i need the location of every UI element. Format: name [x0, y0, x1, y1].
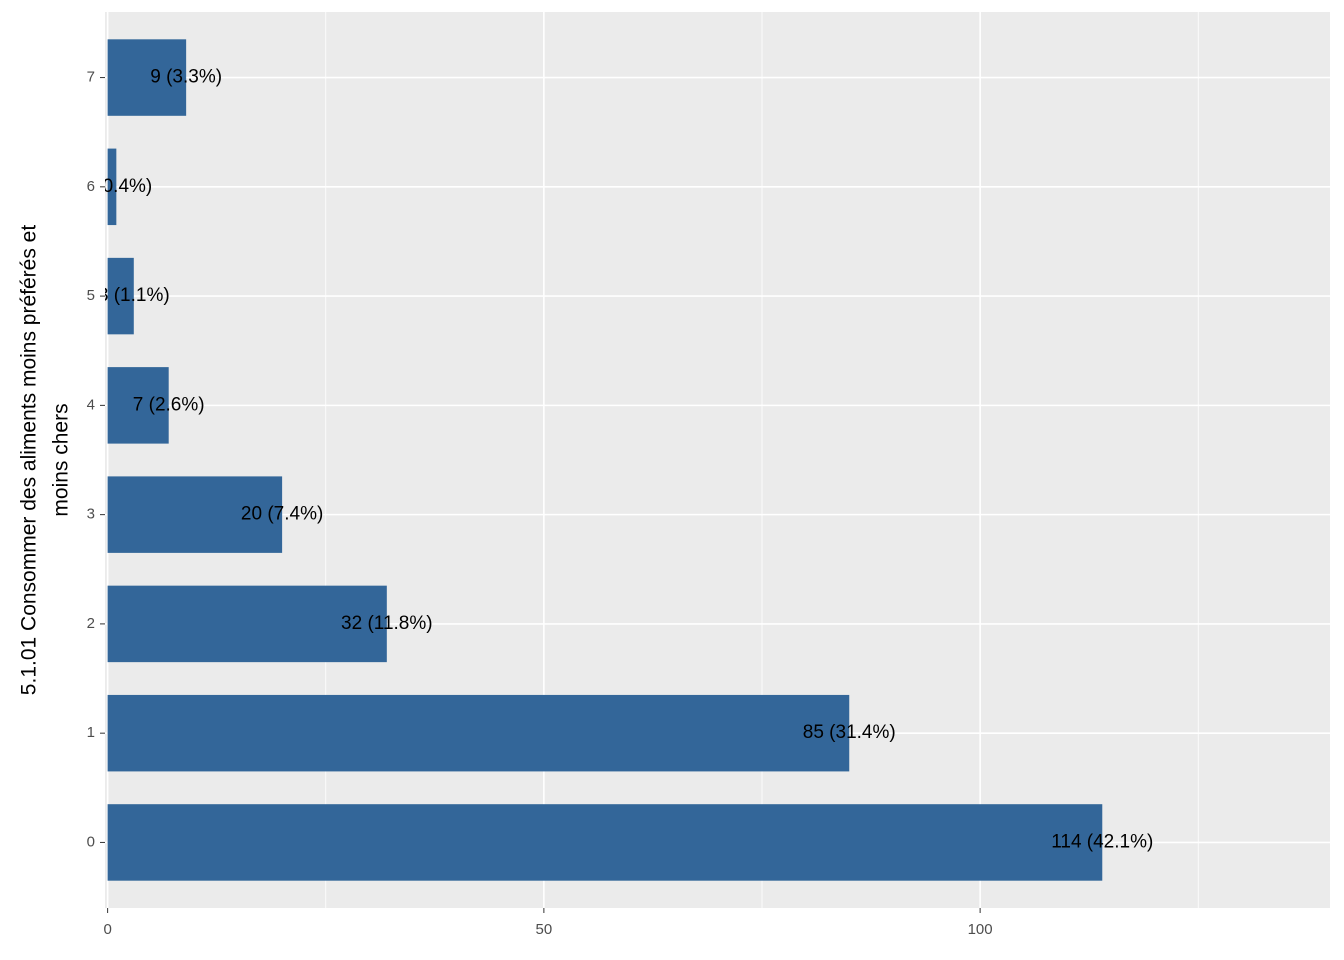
bar	[107, 694, 850, 772]
x-tick-label: 50	[536, 921, 553, 938]
plot-area: 114 (42.1%) 85 (31.4%) 32 (11.8%) 20 (7.4%)…	[80, 39, 1153, 881]
y-tick-label: 4	[87, 396, 95, 413]
bar	[107, 804, 1103, 881]
y-tick-label: 0	[87, 833, 95, 850]
bar	[107, 585, 387, 663]
value-label: 114 (42.1%)	[1051, 831, 1153, 852]
bar	[107, 257, 134, 335]
bar	[107, 367, 169, 444]
value-label: 20 (7.4%)	[241, 504, 323, 525]
y-axis-title-line: moins chers	[50, 403, 73, 516]
value-label: 32 (11.8%)	[341, 613, 433, 634]
y-tick-label: 2	[87, 615, 95, 632]
value-label: 7 (2.6%)	[133, 394, 205, 415]
y-tick-label: 3	[87, 506, 95, 523]
y-tick-label: 5	[87, 287, 95, 304]
value-label: 3 (1.1%)	[98, 285, 170, 306]
y-axis-title: 5.1.01 Consommer des aliments moins préf…	[18, 225, 73, 696]
y-axis-title-line: 5.1.01 Consommer des aliments moins préf…	[18, 225, 41, 696]
y-tick-label: 6	[87, 178, 95, 195]
bar	[107, 148, 117, 226]
value-label: 85 (31.4%)	[803, 722, 896, 743]
x-tick-label: 100	[968, 921, 993, 938]
value-label: 1 (0.4%)	[80, 176, 152, 197]
y-tick-label: 7	[87, 69, 95, 86]
panel	[105, 12, 1330, 908]
bar	[107, 476, 283, 553]
bar	[107, 39, 187, 116]
y-tick-label: 1	[87, 724, 95, 741]
x-tick-label: 0	[103, 921, 111, 938]
value-label: 9 (3.3%)	[150, 67, 222, 88]
